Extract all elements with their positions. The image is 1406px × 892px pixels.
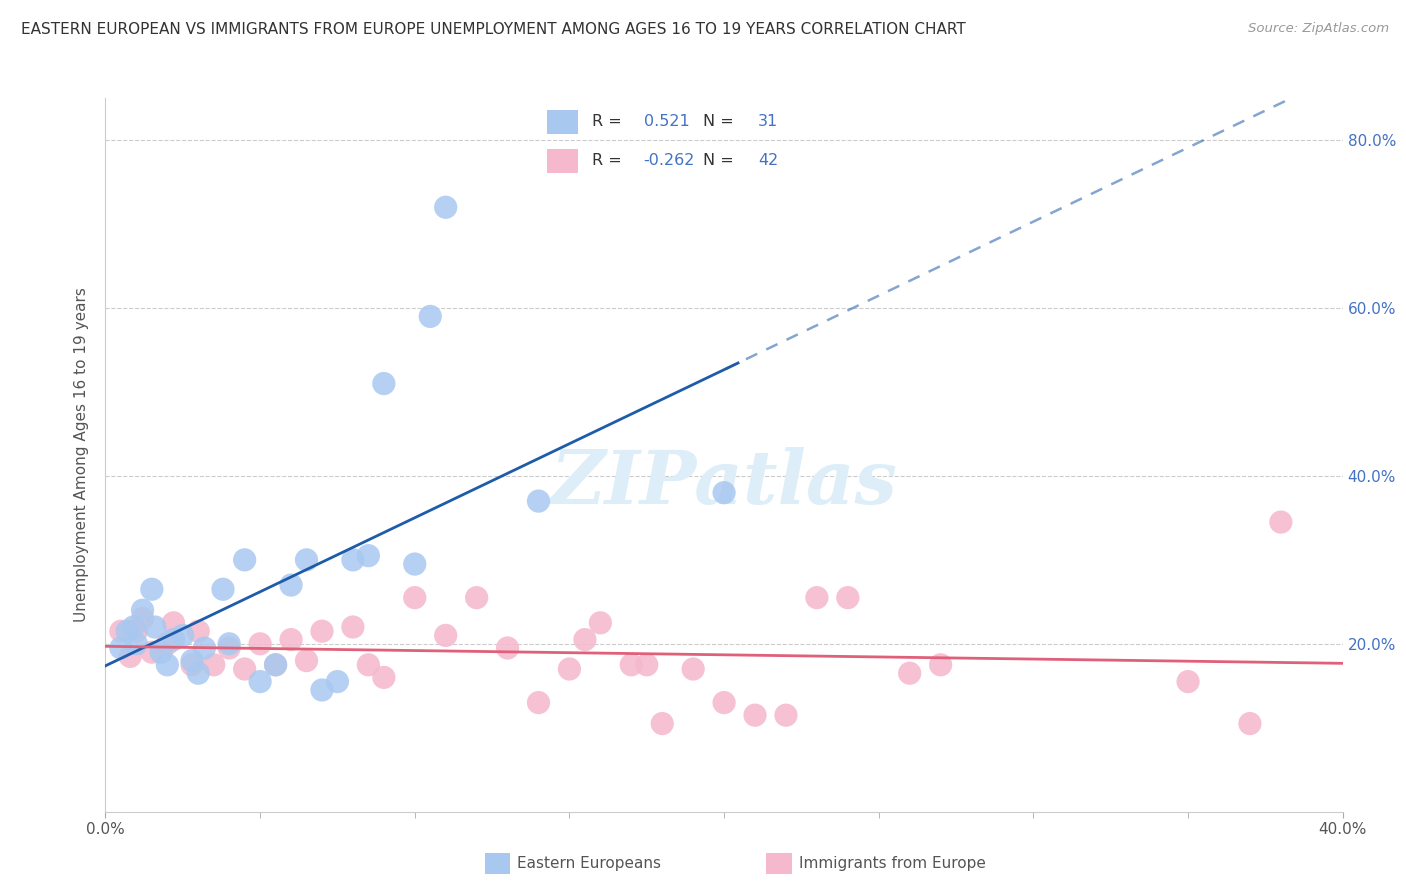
Text: 0.521: 0.521 bbox=[644, 114, 689, 129]
Text: -0.262: -0.262 bbox=[644, 153, 695, 169]
Point bbox=[806, 591, 828, 605]
Point bbox=[110, 640, 132, 655]
Point bbox=[682, 662, 704, 676]
Text: R =: R = bbox=[592, 114, 627, 129]
Point bbox=[150, 645, 173, 659]
Point bbox=[156, 637, 179, 651]
Point bbox=[404, 557, 426, 571]
Point bbox=[837, 591, 859, 605]
Point bbox=[141, 645, 163, 659]
Point bbox=[342, 553, 364, 567]
Point bbox=[162, 615, 184, 630]
Text: R =: R = bbox=[592, 153, 627, 169]
Point bbox=[636, 657, 658, 672]
Point bbox=[115, 624, 138, 639]
Point bbox=[713, 696, 735, 710]
Text: Immigrants from Europe: Immigrants from Europe bbox=[799, 856, 986, 871]
Point bbox=[193, 640, 215, 655]
Point bbox=[181, 657, 204, 672]
Point bbox=[434, 628, 457, 642]
Point bbox=[264, 657, 287, 672]
Point bbox=[373, 376, 395, 391]
Point bbox=[357, 657, 380, 672]
Point bbox=[181, 654, 204, 668]
Text: 42: 42 bbox=[758, 153, 779, 169]
Text: ZIPatlas: ZIPatlas bbox=[551, 447, 897, 520]
Point bbox=[233, 553, 256, 567]
Point bbox=[929, 657, 952, 672]
Point bbox=[218, 640, 240, 655]
Point bbox=[141, 582, 163, 597]
FancyBboxPatch shape bbox=[547, 149, 578, 173]
Point bbox=[295, 553, 318, 567]
Point bbox=[125, 637, 148, 651]
Point bbox=[264, 657, 287, 672]
Point bbox=[744, 708, 766, 723]
Point bbox=[249, 637, 271, 651]
FancyBboxPatch shape bbox=[547, 110, 578, 134]
Point bbox=[311, 624, 333, 639]
Point bbox=[1239, 716, 1261, 731]
Point bbox=[249, 674, 271, 689]
Point bbox=[713, 485, 735, 500]
Point bbox=[434, 200, 457, 214]
Point bbox=[218, 637, 240, 651]
Point bbox=[326, 674, 349, 689]
Point bbox=[156, 657, 179, 672]
Point bbox=[589, 615, 612, 630]
Point bbox=[1270, 515, 1292, 529]
Point bbox=[125, 624, 148, 639]
Point bbox=[233, 662, 256, 676]
Point bbox=[620, 657, 643, 672]
Point bbox=[295, 654, 318, 668]
Point bbox=[162, 632, 184, 647]
Text: N =: N = bbox=[703, 114, 740, 129]
Point bbox=[357, 549, 380, 563]
Point bbox=[187, 624, 209, 639]
Point bbox=[120, 649, 142, 664]
Point bbox=[122, 620, 145, 634]
Point bbox=[212, 582, 235, 597]
Point bbox=[143, 620, 166, 634]
Point bbox=[419, 310, 441, 324]
Point bbox=[898, 666, 921, 681]
Point bbox=[131, 603, 153, 617]
Point bbox=[373, 670, 395, 684]
Point bbox=[558, 662, 581, 676]
Point bbox=[110, 624, 132, 639]
Text: Source: ZipAtlas.com: Source: ZipAtlas.com bbox=[1249, 22, 1389, 36]
Point bbox=[131, 612, 153, 626]
Text: EASTERN EUROPEAN VS IMMIGRANTS FROM EUROPE UNEMPLOYMENT AMONG AGES 16 TO 19 YEAR: EASTERN EUROPEAN VS IMMIGRANTS FROM EURO… bbox=[21, 22, 966, 37]
Point bbox=[651, 716, 673, 731]
Text: 31: 31 bbox=[758, 114, 779, 129]
Point bbox=[202, 657, 225, 672]
Point bbox=[187, 666, 209, 681]
Point bbox=[496, 640, 519, 655]
Text: N =: N = bbox=[703, 153, 740, 169]
Point bbox=[172, 628, 194, 642]
Point bbox=[527, 696, 550, 710]
Point bbox=[527, 494, 550, 508]
Point bbox=[280, 632, 302, 647]
Point bbox=[311, 683, 333, 698]
Point bbox=[342, 620, 364, 634]
Y-axis label: Unemployment Among Ages 16 to 19 years: Unemployment Among Ages 16 to 19 years bbox=[75, 287, 90, 623]
Text: Eastern Europeans: Eastern Europeans bbox=[517, 856, 661, 871]
Point bbox=[574, 632, 596, 647]
Point bbox=[465, 591, 488, 605]
Point bbox=[280, 578, 302, 592]
Point bbox=[775, 708, 797, 723]
Point bbox=[404, 591, 426, 605]
Point bbox=[1177, 674, 1199, 689]
